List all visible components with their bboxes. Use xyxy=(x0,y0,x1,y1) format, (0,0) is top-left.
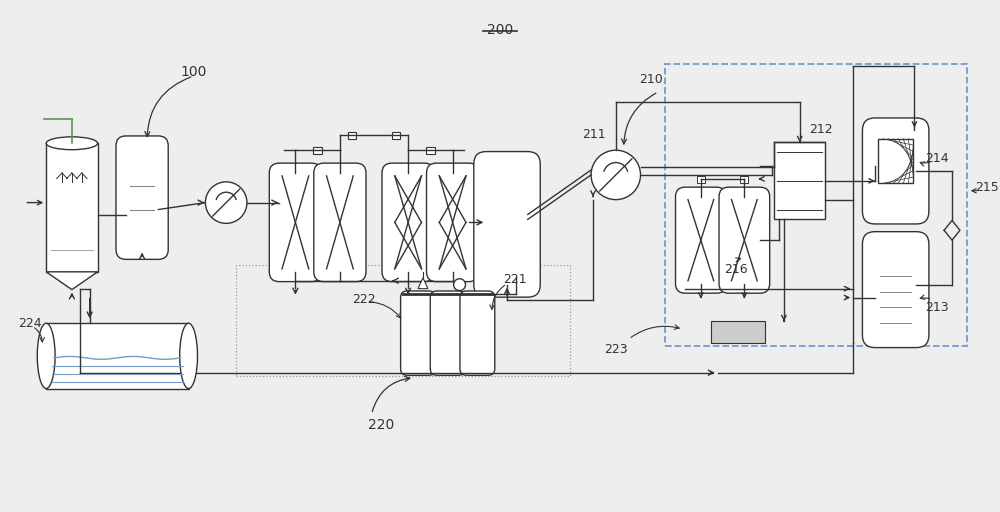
Bar xyxy=(392,132,400,139)
Text: 210: 210 xyxy=(640,73,663,86)
FancyBboxPatch shape xyxy=(427,163,479,282)
Text: 214: 214 xyxy=(925,152,949,164)
Bar xyxy=(46,323,189,389)
Circle shape xyxy=(454,279,465,291)
Text: 215: 215 xyxy=(975,181,999,194)
Bar xyxy=(348,132,356,139)
FancyBboxPatch shape xyxy=(862,231,929,348)
FancyBboxPatch shape xyxy=(474,152,540,297)
Circle shape xyxy=(591,150,641,200)
FancyBboxPatch shape xyxy=(401,291,435,375)
Bar xyxy=(878,139,913,183)
FancyBboxPatch shape xyxy=(676,187,726,293)
Bar xyxy=(665,64,967,346)
Text: 221: 221 xyxy=(503,273,527,286)
FancyBboxPatch shape xyxy=(382,163,434,282)
Bar xyxy=(774,142,825,220)
Bar xyxy=(426,147,435,154)
Circle shape xyxy=(205,182,247,223)
FancyBboxPatch shape xyxy=(116,136,168,260)
Text: 100: 100 xyxy=(181,65,207,79)
Ellipse shape xyxy=(37,323,55,389)
Text: 222: 222 xyxy=(352,293,375,306)
Text: 224: 224 xyxy=(18,317,42,330)
Text: 212: 212 xyxy=(810,123,833,136)
Bar xyxy=(236,265,570,376)
Text: 223: 223 xyxy=(604,343,628,356)
Bar xyxy=(46,143,98,272)
FancyBboxPatch shape xyxy=(269,163,321,282)
Ellipse shape xyxy=(180,323,197,389)
Bar xyxy=(711,321,765,343)
FancyBboxPatch shape xyxy=(460,291,495,375)
Ellipse shape xyxy=(46,137,98,150)
Bar xyxy=(740,176,748,183)
FancyBboxPatch shape xyxy=(430,291,465,375)
FancyBboxPatch shape xyxy=(314,163,366,282)
Text: 213: 213 xyxy=(925,302,949,314)
FancyBboxPatch shape xyxy=(862,118,929,224)
Bar xyxy=(697,176,705,183)
Polygon shape xyxy=(46,272,98,290)
Text: 211: 211 xyxy=(582,129,606,141)
FancyBboxPatch shape xyxy=(719,187,770,293)
Text: 216: 216 xyxy=(725,263,748,276)
Bar xyxy=(313,147,322,154)
Text: 220: 220 xyxy=(368,418,395,432)
Polygon shape xyxy=(418,278,428,289)
Text: 200: 200 xyxy=(487,23,513,37)
